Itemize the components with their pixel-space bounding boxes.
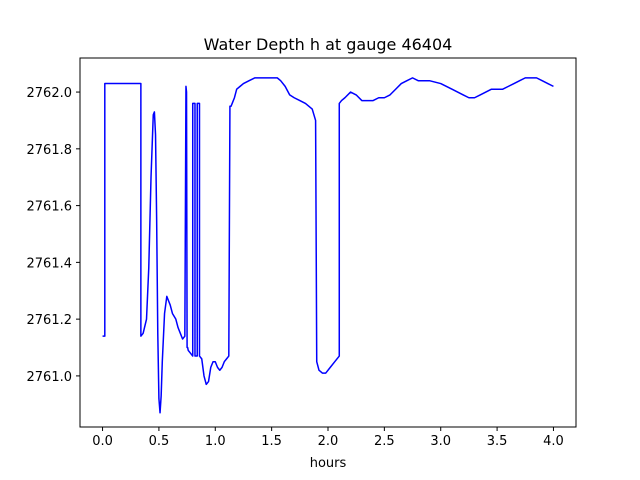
- x-tick-label: 1.5: [261, 434, 282, 449]
- x-tick-label: 1.0: [205, 434, 226, 449]
- x-tick-label: 2.5: [374, 434, 395, 449]
- chart-title: Water Depth h at gauge 46404: [204, 35, 453, 54]
- y-tick-label: 2761.4: [27, 256, 73, 271]
- y-tick-label: 2761.0: [27, 370, 73, 385]
- y-axis: 2761.0 2761.2 2761.4 2761.6 2761.8 2762.0: [27, 86, 80, 385]
- y-tick-label: 2761.2: [27, 313, 73, 328]
- x-tick-label: 2.0: [318, 434, 339, 449]
- series-layer: [102, 77, 554, 414]
- x-tick-label: 0.5: [149, 434, 170, 449]
- y-tick-label: 2761.6: [27, 200, 73, 215]
- x-tick-label: 0.0: [92, 434, 113, 449]
- x-axis-label: hours: [310, 456, 347, 471]
- series-line: [102, 77, 554, 414]
- y-tick-label: 2761.8: [27, 143, 73, 158]
- x-tick-label: 4.0: [543, 434, 564, 449]
- x-tick-label: 3.5: [487, 434, 508, 449]
- x-axis: 0.0 0.5 1.0 1.5 2.0 2.5 3.0 3.5 4.0: [92, 427, 564, 449]
- x-tick-label: 3.0: [430, 434, 451, 449]
- y-tick-label: 2762.0: [27, 86, 73, 101]
